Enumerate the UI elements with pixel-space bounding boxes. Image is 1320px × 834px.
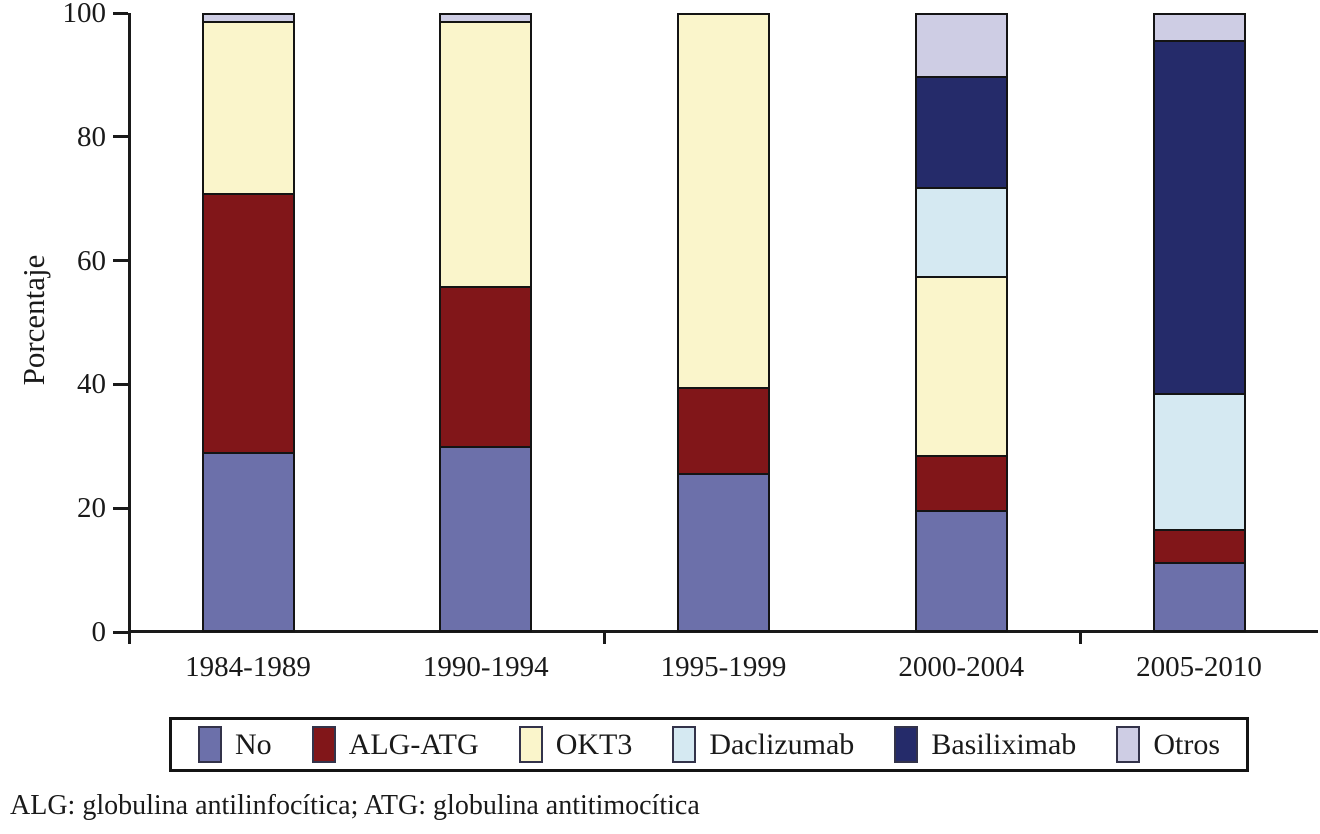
y-tick-mark (113, 259, 128, 263)
footnote: ALG: globulina antilinfocítica; ATG: glo… (10, 790, 700, 821)
bar-1990-1994 (439, 13, 533, 632)
legend-swatch-Daclizumab (672, 726, 697, 763)
x-tick-mark (603, 633, 607, 644)
y-tick-label: 60 (77, 244, 106, 277)
legend-label: Otros (1153, 727, 1220, 761)
chart-legend: No ALG-ATG OKT3 Daclizumab Basiliximab Otros (169, 717, 1249, 772)
legend-swatch-Otros (1116, 726, 1141, 763)
legend-label: No (235, 727, 272, 761)
segment-Otros (441, 15, 531, 22)
legend-swatch-OKT3 (518, 726, 543, 763)
segment-Basiliximab (916, 76, 1006, 188)
legend-label: ALG-ATG (348, 727, 479, 761)
segment-Daclizumab (1154, 393, 1244, 529)
legend-item-Daclizumab: Daclizumab (672, 726, 854, 763)
legend-swatch-ALG-ATG (311, 726, 336, 763)
segment-OKT3 (441, 21, 531, 286)
x-category-label: 1984-1989 (185, 651, 311, 683)
legend-swatch-No (198, 726, 222, 763)
segment-Basiliximab (1154, 39, 1244, 394)
legend-label: OKT3 (555, 727, 633, 761)
x-tick-mark (1078, 633, 1082, 644)
segment-ALG-ATG (203, 193, 293, 452)
y-tick-label: 100 (62, 0, 107, 29)
segment-No (203, 451, 293, 630)
y-tick-label: 80 (77, 120, 106, 153)
y-tick-mark (113, 11, 128, 15)
y-tick-label: 0 (91, 616, 107, 648)
segment-Otros (916, 15, 1006, 77)
bar-2005-2010 (1152, 13, 1246, 632)
legend-item-Otros: Otros (1116, 726, 1220, 763)
segment-No (441, 445, 531, 630)
legend-item-ALG-ATG: ALG-ATG (311, 726, 479, 763)
segment-ALG-ATG (916, 454, 1006, 511)
segment-OKT3 (679, 15, 768, 388)
x-category-label: 1995-1999 (660, 651, 787, 683)
y-tick-mark (113, 506, 128, 510)
legend-item-Basiliximab: Basiliximab (894, 726, 1076, 763)
legend-item-OKT3: OKT3 (518, 726, 633, 763)
segment-Otros (203, 15, 293, 22)
segment-No (916, 510, 1006, 631)
segment-Daclizumab (916, 187, 1006, 277)
segment-No (1154, 562, 1244, 630)
x-category-label: 2000-2004 (898, 651, 1025, 683)
x-category-label: 2005-2010 (1136, 651, 1262, 683)
legend-label: Daclizumab (709, 727, 855, 761)
bar-2000-2004 (914, 13, 1008, 632)
segment-OKT3 (916, 276, 1006, 455)
bar-1995-1999 (677, 13, 770, 632)
x-tick-mark (127, 633, 131, 644)
segment-ALG-ATG (441, 285, 531, 446)
segment-OKT3 (203, 21, 293, 194)
bar-1984-1989 (201, 13, 295, 632)
y-tick-label: 40 (77, 368, 106, 401)
legend-label: Basiliximab (931, 727, 1077, 761)
y-tick-mark (113, 630, 128, 634)
legend-item-No: No (198, 726, 272, 763)
y-axis-line (128, 13, 131, 633)
y-tick-label: 20 (77, 492, 106, 525)
x-category-label: 1990-1994 (422, 651, 549, 683)
segment-Otros (1154, 15, 1244, 40)
y-tick-mark (113, 135, 128, 139)
segment-ALG-ATG (1154, 528, 1244, 563)
segment-ALG-ATG (679, 387, 768, 474)
legend-swatch-Basiliximab (894, 726, 919, 763)
segment-No (679, 473, 768, 630)
y-tick-mark (113, 382, 128, 386)
